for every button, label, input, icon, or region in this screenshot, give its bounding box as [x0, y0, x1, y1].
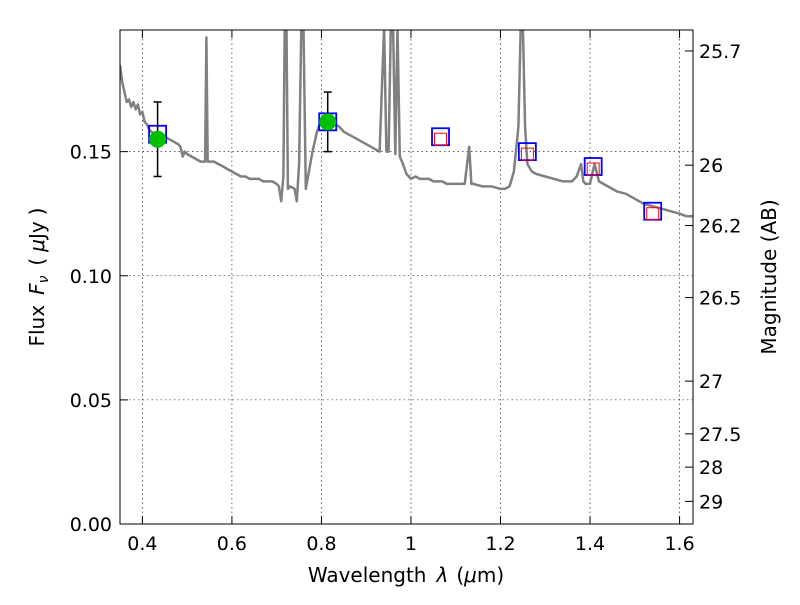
observed-detection-point [319, 113, 337, 131]
x-tick-label: 0.4 [127, 533, 157, 555]
observed-detection-point [149, 130, 167, 148]
x-tick-label: 0.8 [306, 533, 336, 555]
plot-background [120, 30, 693, 524]
y-tick-label: 0.00 [70, 514, 112, 536]
observed-upper-limit-square [646, 207, 660, 221]
mag-tick-label: 26.2 [699, 216, 741, 238]
observed-upper-limit-square [434, 132, 448, 146]
x-tick-label: 1 [405, 533, 417, 555]
y-tick-label: 0.10 [70, 266, 112, 288]
x-tick-label: 1.4 [575, 533, 605, 555]
observed-upper-limit-square [586, 162, 600, 176]
y-axis-label: FluxFν(μJy) [25, 207, 52, 346]
markers-layer [148, 91, 663, 221]
spectrum-line [120, 30, 693, 218]
x-tick-label: 0.6 [217, 533, 247, 555]
observed-upper-limit-square [520, 147, 534, 161]
x-tick-label: 1.6 [664, 533, 694, 555]
tick-labels: 0.4 0.6 0.8 1 1.2 1.4 1.6 0.00 0.05 0.10 0.15 25.7 2… [70, 41, 742, 555]
series-layer [120, 30, 693, 218]
y-tick-label: 0.15 [70, 142, 112, 164]
plot-frame [119, 29, 694, 525]
x-axis-label: Wavelength λ (μm) [308, 563, 504, 587]
y2-axis-label: Magnitude (AB) [757, 199, 781, 354]
mag-tick-label: 26.5 [699, 288, 741, 310]
mag-tick-label: 25.7 [699, 41, 741, 63]
mag-tick-label: 28 [699, 457, 723, 479]
mag-tick-label: 27 [699, 371, 723, 393]
tick-marks [120, 30, 693, 525]
mag-tick-label: 29 [699, 491, 723, 513]
mag-tick-label: 27.5 [699, 424, 741, 446]
y-tick-label: 0.05 [70, 390, 112, 412]
mag-tick-label: 26 [699, 155, 723, 177]
x-tick-label: 1.2 [485, 533, 515, 555]
